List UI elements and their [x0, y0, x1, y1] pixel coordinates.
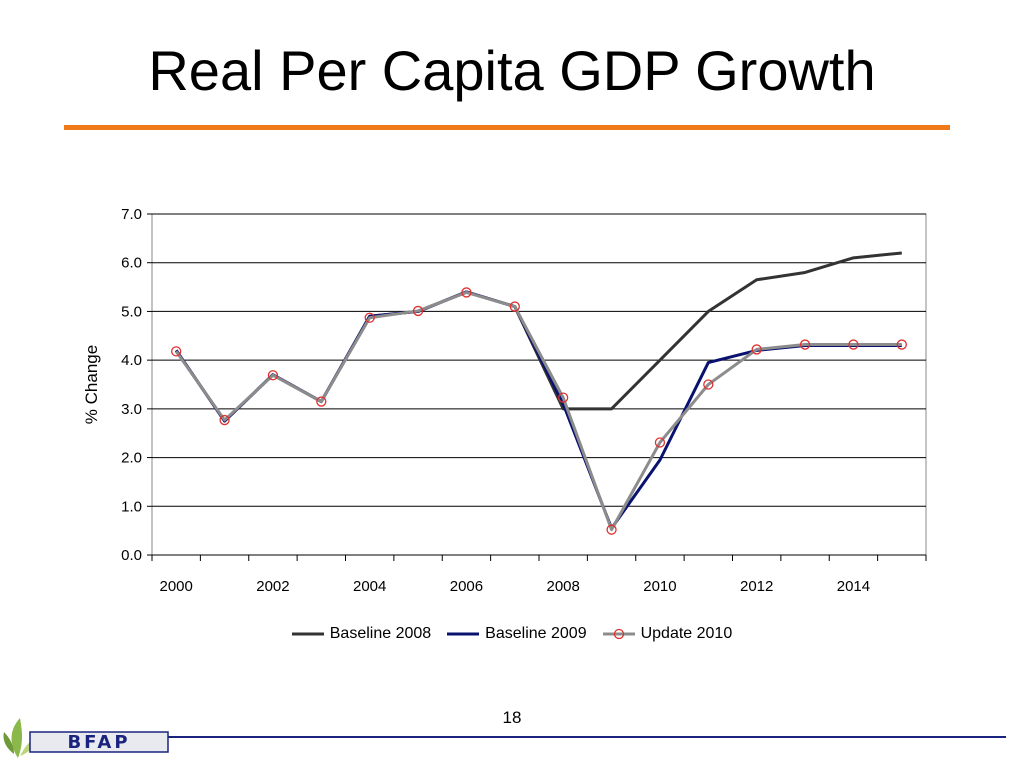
x-tick-label: 2014 [837, 578, 870, 595]
data-point [799, 339, 811, 350]
legend-label: Baseline 2008 [329, 625, 432, 642]
data-point [364, 312, 375, 323]
legend-item: Baseline 2008 [291, 622, 432, 646]
logo-plate [29, 731, 169, 753]
x-tick-label: 2008 [547, 578, 580, 595]
legend-swatch [291, 632, 324, 636]
legend-item: Baseline 2009 [447, 622, 587, 646]
data-point [654, 437, 666, 448]
legend-label: Baseline 2009 [485, 625, 587, 642]
data-point [412, 305, 424, 317]
title-divider [64, 125, 950, 130]
data-point [848, 339, 859, 350]
series-line [174, 290, 902, 530]
logo-text: BFAP [67, 732, 130, 753]
page-number: 18 [502, 708, 522, 727]
slide-title: Real Per Capita GDP Growth [148, 39, 876, 102]
legend-swatch [447, 632, 480, 636]
x-tick-label: 2010 [643, 578, 676, 595]
data-point [171, 346, 182, 357]
series-line [174, 290, 902, 532]
x-tick-label: 2000 [160, 578, 193, 595]
y-tick-label: 2.0 [121, 450, 142, 467]
legend-swatch [602, 628, 635, 640]
data-point [558, 392, 569, 403]
y-tick-label: 6.0 [121, 255, 142, 272]
legend-item: Update 2010 [602, 622, 733, 646]
x-tick-label: 2004 [353, 578, 386, 595]
y-tick-label: 0.0 [121, 547, 142, 564]
legend-marker [613, 628, 624, 640]
y-axis-label: % Change [82, 345, 101, 424]
data-point [509, 301, 520, 312]
y-tick-label: 3.0 [121, 401, 142, 418]
series-line [174, 251, 902, 423]
footer-divider [160, 736, 1006, 738]
data-point [219, 414, 230, 426]
data-point [606, 524, 617, 535]
bfap-logo: BFAP [3, 718, 169, 758]
y-tick-label: 1.0 [121, 498, 142, 515]
y-tick-label: 4.0 [121, 352, 142, 369]
x-tick-label: 2012 [740, 578, 773, 595]
data-point [461, 287, 472, 298]
y-tick-label: 7.0 [121, 206, 142, 223]
legend-label: Update 2010 [640, 625, 733, 642]
x-tick-label: 2002 [256, 578, 289, 595]
data-point [703, 379, 714, 390]
data-point [316, 396, 327, 407]
data-point [896, 339, 907, 350]
data-point [751, 344, 762, 355]
y-tick-label: 5.0 [121, 303, 142, 320]
x-tick-label: 2006 [450, 578, 483, 595]
chart-legend: Baseline 2008 Baseline 2009 Update 2010 [0, 622, 1024, 646]
data-point [267, 370, 279, 381]
plot-area [151, 213, 927, 556]
